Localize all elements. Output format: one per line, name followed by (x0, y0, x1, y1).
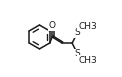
Text: S: S (75, 49, 80, 58)
Text: CH3: CH3 (78, 56, 97, 65)
Text: O: O (49, 21, 56, 30)
Text: CH3: CH3 (78, 22, 97, 31)
Text: S: S (75, 28, 80, 37)
